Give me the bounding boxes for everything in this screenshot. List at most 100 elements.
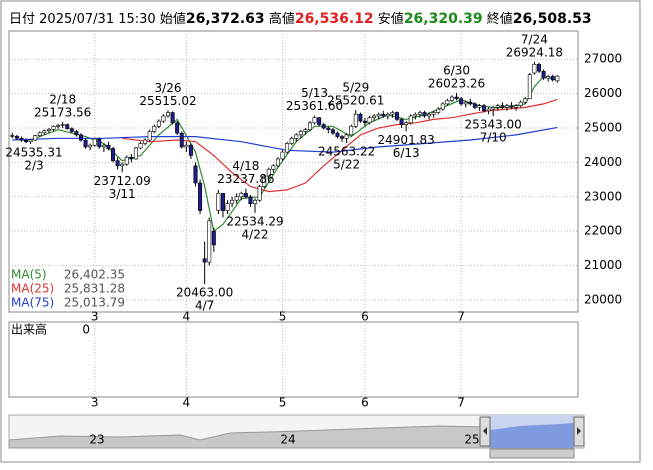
candle-body — [101, 144, 106, 148]
legend-value: 25,831.28 — [64, 282, 125, 296]
candle-body — [225, 203, 230, 211]
candle-body — [358, 113, 363, 122]
x-tick-label: 3 — [91, 310, 99, 324]
annotation-date: 5/22 — [333, 158, 360, 172]
candle-body — [120, 163, 125, 167]
ma-line — [122, 98, 558, 193]
y-tick-label: 20000 — [584, 292, 622, 306]
candle-body — [161, 115, 166, 122]
candle-body — [307, 122, 312, 131]
candle-body — [78, 134, 83, 141]
candle-body — [115, 160, 120, 167]
candle-body — [60, 124, 65, 126]
candle-body — [321, 124, 326, 129]
y-tick-label: 22000 — [584, 224, 622, 238]
annotation-date: 6/13 — [393, 146, 420, 160]
candle-body — [257, 186, 262, 201]
candle-body — [372, 115, 377, 118]
candle-body — [280, 151, 285, 160]
price-panel — [8, 30, 579, 313]
candle-body — [207, 220, 212, 263]
candle-body — [166, 112, 171, 117]
candle-body — [129, 156, 134, 160]
candle-body — [138, 143, 143, 149]
candle-body — [156, 120, 161, 127]
candle-body — [271, 165, 276, 170]
candle-body — [230, 199, 235, 204]
y-tick-label: 21000 — [584, 258, 622, 272]
candle-body — [56, 124, 61, 127]
candle-body — [408, 115, 413, 124]
low: 26,320.39 — [403, 11, 483, 27]
volume-tick-label: 0 — [82, 323, 90, 337]
candle-body — [92, 138, 97, 146]
y-tick-label: 26000 — [584, 86, 622, 100]
y-tick-label: 25000 — [584, 120, 622, 134]
candle-body — [427, 113, 432, 117]
candle-body — [51, 125, 56, 130]
candle-body — [188, 144, 193, 156]
annotation-date: 4/22 — [242, 227, 269, 241]
candle-body — [74, 131, 79, 136]
volume-label: 出来高 — [11, 322, 47, 337]
candle-body — [546, 76, 551, 79]
date-label: 日付 — [9, 12, 36, 27]
candle-body — [417, 112, 422, 115]
candle-body — [555, 75, 560, 82]
annotation-value: 22534.29 — [226, 214, 283, 228]
candle-body — [28, 139, 33, 143]
x-tick-label: 5 — [279, 396, 287, 410]
annotation-value: 24563.22 — [318, 145, 375, 159]
candle-body — [449, 96, 454, 101]
candle-body — [14, 135, 19, 139]
scrollbar[interactable] — [489, 448, 575, 459]
y-tick-label: 23000 — [584, 189, 622, 203]
candle-body — [463, 101, 468, 105]
candle-body — [518, 101, 523, 106]
candle-body — [486, 108, 491, 112]
candle-body — [454, 96, 459, 100]
annotation-value: 25515.02 — [139, 94, 196, 108]
open-label: 始値 — [159, 12, 186, 27]
candle-body — [266, 168, 271, 177]
navigator-selected-area — [490, 423, 574, 448]
annotation-date: 4/18 — [232, 159, 259, 173]
candle-body — [340, 136, 345, 139]
candle-body — [243, 193, 248, 198]
candle-body — [111, 148, 116, 161]
volume-panel — [8, 321, 579, 398]
annotation-date: 4/7 — [195, 299, 214, 313]
open: 26,372.63 — [185, 11, 265, 27]
candle-body — [289, 138, 294, 144]
candle-body — [349, 125, 354, 136]
annotation-value: 25343.00 — [465, 118, 522, 132]
candle-body — [353, 113, 358, 127]
annotation-value: 24535.31 — [5, 145, 62, 159]
candle-body — [275, 158, 280, 167]
annotation-value: 25361.60 — [286, 99, 343, 113]
low-label: 安値 — [377, 12, 404, 27]
x-tick-label: 6 — [361, 310, 369, 324]
annotation-value: 23237.86 — [217, 172, 274, 186]
candle-body — [262, 175, 267, 187]
candle-body — [491, 107, 496, 110]
candle-body — [152, 125, 157, 132]
candle-body — [193, 165, 198, 184]
candle-body — [459, 98, 464, 105]
x-tick-label: 4 — [183, 396, 191, 410]
candle-body — [399, 119, 404, 125]
navigator-label: 25 — [464, 433, 479, 447]
candle-body — [97, 138, 102, 148]
annotation-date: 7/24 — [521, 32, 548, 46]
annotation-value: 26023.26 — [428, 76, 485, 90]
annotation-date: 2/18 — [49, 93, 76, 107]
candle-body — [248, 196, 253, 204]
candle-body — [83, 139, 88, 148]
candle-body — [294, 134, 299, 139]
x-tick-label: 7 — [457, 310, 465, 324]
candle-body — [431, 112, 436, 115]
annotation-date: 5/13 — [301, 86, 328, 100]
candle-body — [504, 105, 509, 108]
candle-body — [445, 100, 450, 105]
